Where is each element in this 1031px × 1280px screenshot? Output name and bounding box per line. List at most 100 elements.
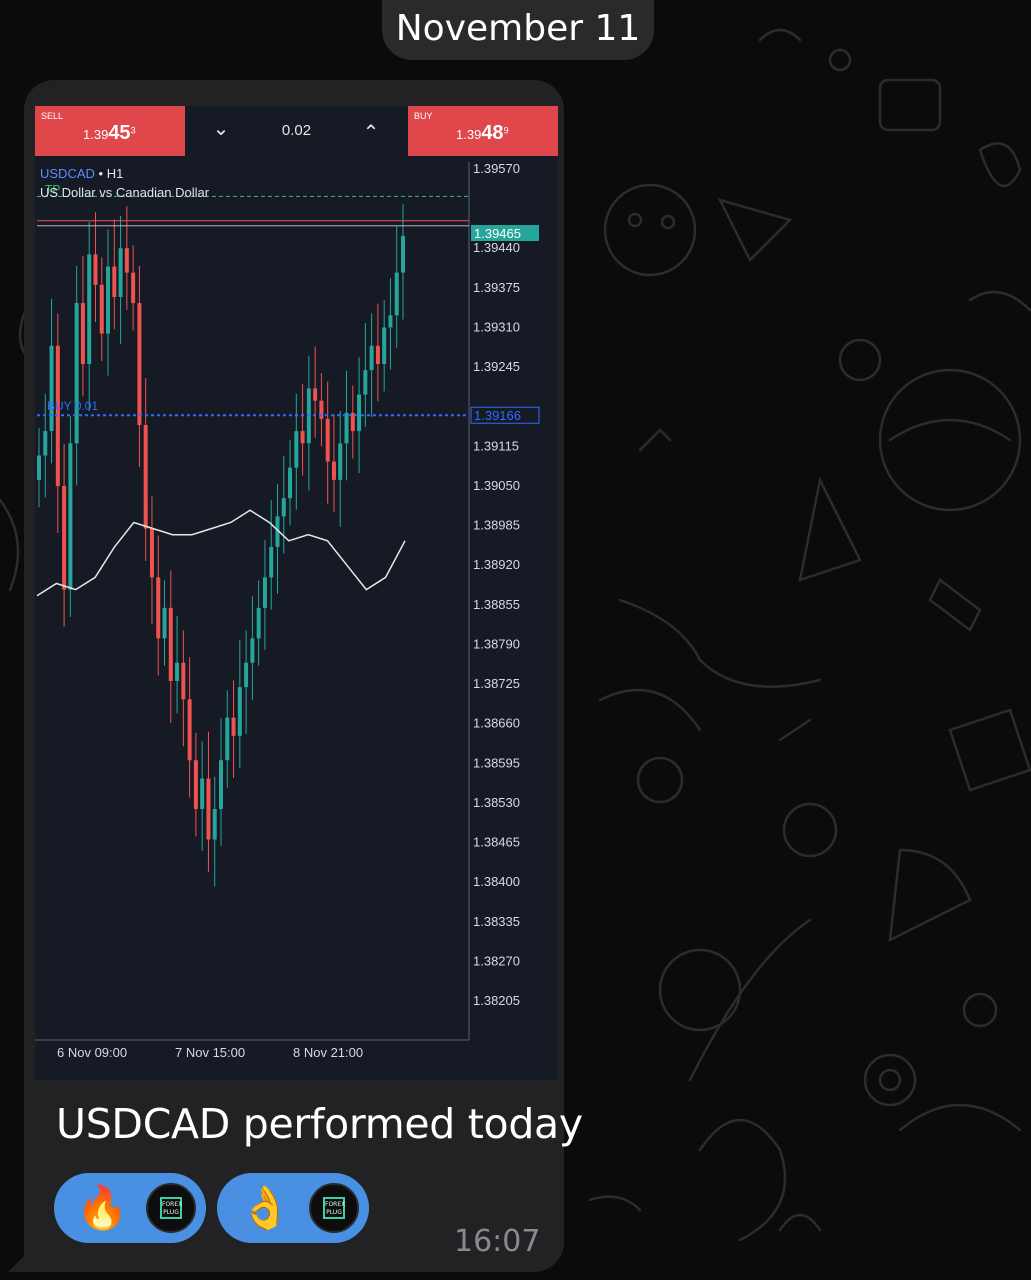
candle-body [250,638,255,663]
x-tick-label: 6 Nov 09:00 [57,1045,127,1060]
reaction-ok-hand[interactable]: 👌 FOREX PLUG [217,1173,369,1243]
candle-body [313,388,318,401]
candle-body [74,303,79,444]
chart-symbol-description: US Dollar vs Canadian Dollar [40,185,210,200]
candle-body [62,485,67,590]
candle-body [112,266,117,297]
y-tick-label: 1.39310 [473,319,520,334]
candle-body [275,516,280,547]
candle-body [175,662,180,681]
candle-body [200,778,205,809]
candle-body [357,394,362,432]
y-tick-label: 1.38855 [473,597,520,612]
candle-body [382,327,387,365]
moving-average-line [36,509,406,597]
entry-order-label: BUY 0.01 [47,399,98,413]
take-profit-label: TP [45,182,60,196]
candle-body [256,607,261,639]
candle-body [237,687,242,736]
y-tick-label: 1.38270 [473,953,520,968]
fire-emoji-icon: 🔥 [76,1184,129,1231]
date-separator: November 11 [382,0,654,60]
current-price-tag [471,225,539,241]
x-tick-label: 7 Nov 15:00 [175,1045,245,1060]
candle-body [131,272,136,304]
candle-body [193,760,198,809]
candle-body [80,303,85,365]
candle-body [281,498,286,517]
candle-body [219,760,223,809]
reaction-fire[interactable]: 🔥 FOREX PLUG [54,1173,206,1243]
candle-body [331,461,336,480]
candle-body [118,248,123,297]
candle-body [231,717,236,736]
lot-size-value[interactable]: 0.02 [281,122,312,139]
y-tick-label: 1.38790 [473,636,520,651]
y-tick-label: 1.39245 [473,359,520,374]
chart-screenshot[interactable]: 1.39570 1.39440 1.39375 1.39310 1.39245 1.391… [35,106,558,1080]
candle-body [338,443,343,480]
buy-label: BUY [414,111,433,121]
candle-body [106,266,111,334]
y-tick-label: 1.39440 [473,240,520,255]
candle-body [262,577,267,608]
candle-body [206,778,211,840]
y-tick-label: 1.38985 [473,518,520,533]
y-tick-label: 1.38595 [473,755,520,770]
candle-body [187,699,192,761]
candle-body [87,254,92,365]
y-tick-label: 1.39570 [473,161,520,176]
chart-symbol-title: USDCAD • H1 [40,166,124,181]
y-tick-label: 1.38660 [473,716,520,731]
candle-body [37,455,41,480]
reactor-avatar: FOREX PLUG [146,1183,196,1233]
buy-price: 1.39489 [456,122,509,144]
candle-body [344,412,349,444]
candle-body [375,345,380,365]
sell-label: SELL [41,111,64,121]
y-tick-label: 1.39115 [473,438,519,453]
y-tick-label: 1.38205 [473,993,520,1008]
candle-body [401,236,405,273]
candle-body [269,546,274,578]
candle-body [168,607,173,681]
reactor-avatar: FOREX PLUG [309,1183,359,1233]
candle-body [212,809,217,840]
candle-body [93,254,98,285]
current-price-label: 1.39465 [474,226,521,241]
ok-hand-emoji-icon: 👌 [239,1184,292,1231]
sell-button[interactable]: SELL 1.39453 [35,106,185,156]
candlestick-chart: 1.39570 1.39440 1.39375 1.39310 1.39245 1.391… [35,161,540,1060]
candle-body [288,467,293,499]
candle-body [162,607,167,639]
entry-price-tag [470,406,540,424]
y-tick-label: 1.38920 [473,557,520,572]
candle-body [43,431,48,456]
candle-body [319,400,324,419]
candle-body [156,577,161,639]
candle-body [369,345,374,371]
message-text: USDCAD performed today [56,1100,583,1148]
sell-price: 1.39453 [83,122,136,144]
candle-body [124,248,129,273]
candle-body [137,303,142,425]
candle-body [363,370,368,395]
candle-body [300,431,305,444]
buy-button[interactable]: BUY 1.39489 [408,106,558,156]
candle-body [99,284,104,334]
candle-body [225,717,230,761]
message-timestamp: 16:07 [454,1224,541,1259]
lot-size-control: ⌄ 0.02 ⌃ [185,106,408,156]
candle-body [143,425,148,529]
candle-body [68,443,73,590]
chevron-down-icon[interactable]: ⌄ [212,118,230,140]
chevron-up-icon[interactable]: ⌃ [362,122,380,144]
candle-body [149,528,154,578]
candle-body [350,412,355,432]
y-tick-label: 1.38335 [473,914,520,929]
candle-body [49,345,54,432]
y-tick-label: 1.39375 [473,280,520,295]
x-tick-label: 8 Nov 21:00 [293,1045,363,1060]
candle-body [388,315,393,328]
candle-body [394,272,399,316]
